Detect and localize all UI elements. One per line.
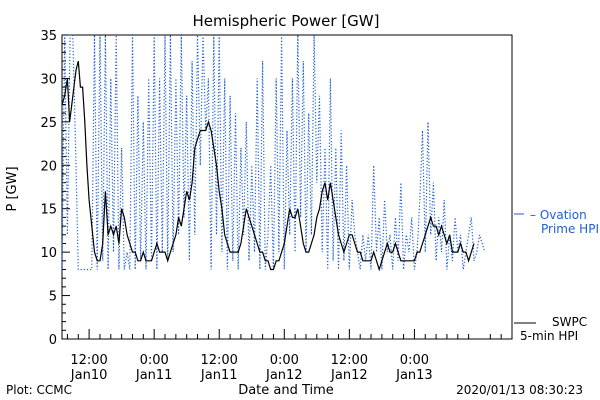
plot-frame <box>61 34 513 340</box>
y-tick-label: 5 <box>49 290 57 305</box>
y-tick-label: 30 <box>40 72 57 87</box>
x-tick-label-time: 12:00 <box>331 353 368 368</box>
legend: – Ovation Prime HPI SWPC 5-min HPI <box>514 208 599 343</box>
legend-ovation-label2: Prime HPI <box>541 222 599 236</box>
chart-title: Hemispheric Power [GW] <box>193 12 380 30</box>
x-tick-label-time: 12:00 <box>200 353 237 368</box>
footer-left: Plot: CCMC <box>6 383 72 397</box>
x-tick-label-time: 0:00 <box>400 353 429 368</box>
x-tick-label-date: Jan11 <box>200 368 238 383</box>
x-tick-label-time: 0:00 <box>270 353 299 368</box>
series-group <box>61 34 486 272</box>
y-tick-label: 20 <box>40 159 57 174</box>
x-tick-label-date: Jan12 <box>330 368 368 383</box>
y-axis: 0 5 10 15 20 25 30 35 <box>40 29 70 348</box>
legend-ovation-label: – Ovation <box>530 208 587 222</box>
x-axis-label: Date and Time <box>238 383 334 398</box>
x-tick-label-date: Jan13 <box>395 368 433 383</box>
y-axis-label: P [GW] <box>5 166 20 211</box>
y-tick-label: 35 <box>40 29 57 44</box>
footer-right: 2020/01/13 08:30:23 <box>456 383 583 397</box>
y-tick-label: 10 <box>40 246 57 261</box>
x-tick-label-date: Jan11 <box>135 368 173 383</box>
legend-swpc-label2: 5-min HPI <box>520 329 578 343</box>
legend-swpc-label: SWPC <box>552 315 587 329</box>
x-axis: 12:00Jan100:00Jan1112:00Jan110:00Jan1212… <box>66 329 513 383</box>
y-tick-label: 25 <box>40 116 57 131</box>
x-tick-label-date: Jan12 <box>265 368 303 383</box>
x-tick-label-time: 0:00 <box>140 353 169 368</box>
x-tick-label-date: Jan10 <box>70 368 108 383</box>
series-swpc-line <box>61 60 475 272</box>
y-tick-label: 0 <box>49 333 57 348</box>
series-ovation-line <box>61 34 486 271</box>
x-tick-label-time: 12:00 <box>70 353 107 368</box>
y-tick-label: 15 <box>40 203 57 218</box>
